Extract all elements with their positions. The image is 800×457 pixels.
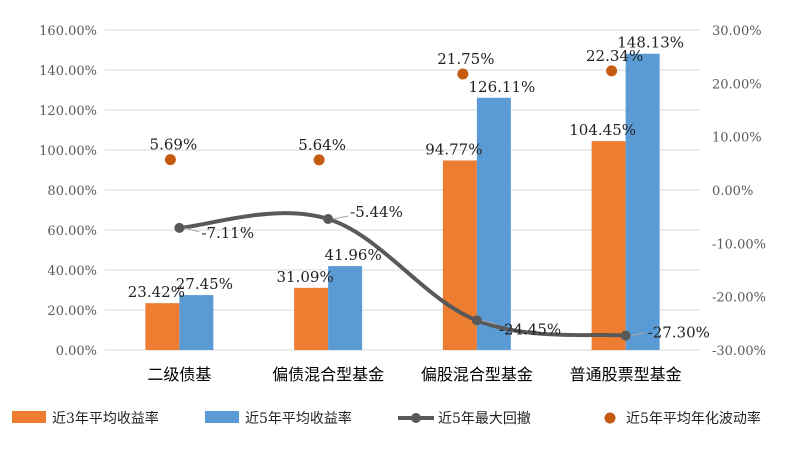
- category-label: 偏债混合型基金: [272, 365, 384, 384]
- left-axis-tick-label: 100.00%: [39, 144, 97, 159]
- left-axis-tick-label: 0.00%: [56, 344, 97, 359]
- right-axis-tick-label: 30.00%: [712, 24, 762, 39]
- bar-data-label: 27.45%: [176, 275, 233, 293]
- drawdown-point: [620, 330, 631, 341]
- bar-data-label: 23.42%: [128, 283, 185, 301]
- volatility-data-label: 21.75%: [437, 50, 494, 68]
- left-axis-tick-label: 40.00%: [47, 264, 97, 279]
- legend: 近3年平均收益率 近5年平均收益率 近5年最大回撤 近5年平均年化波动率: [12, 410, 761, 427]
- drawdown-line-path: [177, 211, 628, 338]
- category-label: 偏股混合型基金: [421, 365, 533, 384]
- left-axis-tick-label: 160.00%: [39, 24, 97, 39]
- bar: [328, 266, 363, 350]
- legend-swatch-marker: [411, 413, 421, 423]
- drawdown-data-label: -27.30%: [648, 324, 710, 342]
- bar-data-label: 126.11%: [469, 78, 536, 96]
- drawdown-point: [174, 222, 185, 233]
- bar: [442, 160, 477, 350]
- drawdown-data-label: -7.11%: [201, 224, 254, 242]
- left-axis-ticks: 0.00% 20.00% 40.00% 60.00% 80.00% 100.00% 120.…: [39, 24, 97, 359]
- bar: [591, 141, 626, 350]
- left-axis-tick-label: 80.00%: [47, 184, 97, 199]
- left-axis-tick-label: 120.00%: [39, 104, 97, 119]
- drawdown-point: [471, 315, 482, 326]
- legend-swatch-bar: [12, 411, 46, 423]
- right-axis-tick-label: 10.00%: [712, 131, 762, 146]
- category-labels: 二级债基 偏债混合型基金 偏股混合型基金 普通股票型基金: [147, 365, 681, 384]
- category-label: 普通股票型基金: [570, 365, 682, 384]
- bar-series: [145, 53, 660, 351]
- drawdown-leader: [481, 319, 498, 325]
- volatility-point: [457, 68, 469, 80]
- bar: [476, 97, 511, 350]
- bar: [294, 287, 329, 350]
- legend-swatch-dot: [604, 412, 616, 424]
- legend-label: 近5年平均收益率: [245, 410, 352, 427]
- right-axis-ticks: -30.00% -20.00% -10.00% 0.00% 10.00% 20.00% 30…: [712, 24, 766, 359]
- drawdown-data-label: -5.44%: [350, 203, 403, 221]
- legend-label: 近5年最大回撤: [438, 411, 531, 427]
- bar: [145, 303, 180, 350]
- bar-data-label: 104.45%: [569, 121, 636, 139]
- category-label: 二级债基: [147, 365, 211, 384]
- bar-data-label: 148.13%: [617, 34, 684, 52]
- left-axis-tick-label: 60.00%: [47, 224, 97, 239]
- right-axis-tick-label: -10.00%: [712, 237, 766, 252]
- bar: [625, 53, 660, 351]
- drawdown-leader: [184, 227, 200, 233]
- data-labels: 23.42% 31.09% 94.77% 104.45% 27.45% 41.96% 126…: [128, 34, 710, 342]
- volatility-point: [606, 65, 618, 77]
- drawdown-data-label: -24.45%: [499, 320, 561, 338]
- drawdown-line: [174, 211, 646, 341]
- volatility-points: [164, 65, 618, 166]
- legend-label: 近3年平均收益率: [52, 410, 159, 427]
- right-axis-tick-label: -30.00%: [712, 344, 766, 359]
- volatility-point: [164, 154, 176, 166]
- drawdown-point: [323, 214, 334, 225]
- bar-data-label: 94.77%: [425, 140, 482, 158]
- bar-data-label: 41.96%: [325, 246, 382, 264]
- legend-label: 近5年平均年化波动率: [626, 410, 761, 427]
- drawdown-leader: [630, 332, 646, 337]
- bar-data-label: 31.09%: [277, 268, 334, 286]
- right-axis-tick-label: 20.00%: [712, 77, 762, 92]
- volatility-data-label: 5.64%: [298, 136, 346, 154]
- drawdown-leader: [333, 215, 349, 220]
- left-axis-tick-label: 20.00%: [47, 304, 97, 319]
- volatility-point: [313, 154, 325, 166]
- right-axis-tick-label: -20.00%: [712, 291, 766, 306]
- bar: [179, 295, 214, 350]
- volatility-data-label: 22.34%: [586, 47, 643, 65]
- legend-swatch-bar: [205, 411, 239, 423]
- right-axis-tick-label: 0.00%: [712, 184, 753, 199]
- left-axis-tick-label: 140.00%: [39, 64, 97, 79]
- volatility-data-label: 5.69%: [150, 136, 198, 154]
